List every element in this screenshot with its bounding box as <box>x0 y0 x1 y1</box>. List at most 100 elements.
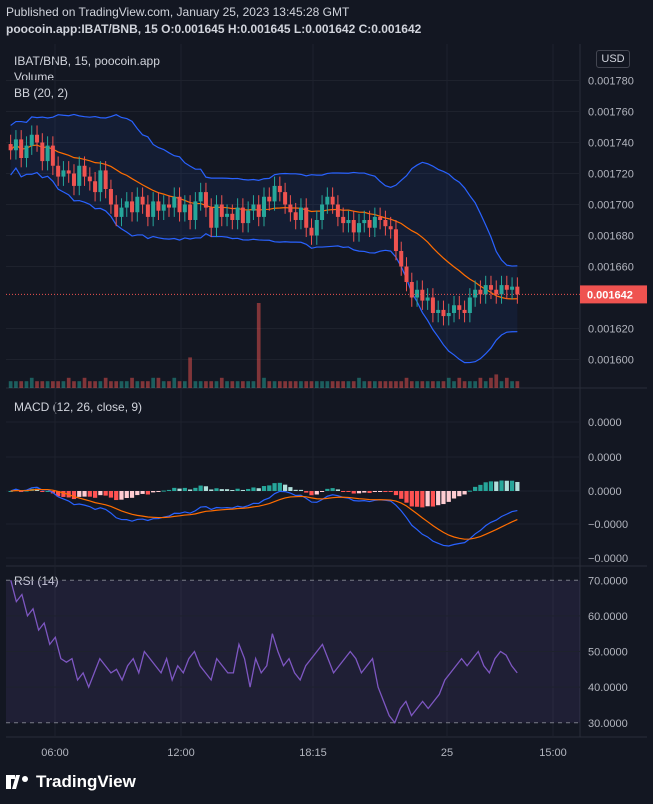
candle-body <box>346 220 351 224</box>
candle-body <box>473 289 478 298</box>
macd-histogram-bar <box>451 491 457 499</box>
macd-histogram-bar <box>473 486 478 491</box>
candle-body <box>325 196 330 205</box>
macd-histogram-bar <box>61 491 66 497</box>
macd-histogram-bar <box>156 491 161 492</box>
volume-bar <box>378 381 382 388</box>
candle-body <box>29 134 34 146</box>
candle-body <box>393 229 398 251</box>
ohlc-readout: poocoin.app:IBAT/BNB, 15 O:0.001645 H:0.… <box>6 22 422 36</box>
macd-histogram-bar <box>367 491 372 493</box>
volume-bar <box>372 381 377 388</box>
candle-body <box>488 285 493 290</box>
macd-histogram-bar <box>378 491 383 492</box>
macd-histogram-bar <box>193 487 198 491</box>
volume-bar <box>8 381 13 388</box>
rsi-tick-label: 60.0000 <box>588 611 628 623</box>
volume-bar <box>93 381 97 388</box>
volume-bar <box>193 381 198 388</box>
candle-body <box>56 165 61 177</box>
candle-body <box>230 213 235 220</box>
macd-histogram-bar <box>509 480 515 491</box>
macd-tick-label: 0.0000 <box>588 417 622 429</box>
candle-body <box>50 145 55 166</box>
volume-bar <box>309 381 314 388</box>
volume-bar <box>277 381 282 388</box>
price-tick-label: 0.001720 <box>588 169 634 181</box>
volume-bar <box>304 381 309 388</box>
candle-body <box>272 185 277 202</box>
macd-histogram-bar <box>71 491 77 500</box>
macd-histogram-bar <box>325 488 330 491</box>
candle-body <box>188 204 193 220</box>
candle-body <box>330 196 335 205</box>
candle-body <box>415 289 420 298</box>
volume-bar <box>510 381 514 388</box>
volume-bar <box>40 381 45 388</box>
candle-body <box>446 313 451 317</box>
rsi-tick-label: 50.0000 <box>588 647 628 659</box>
macd-histogram-bar <box>330 488 335 491</box>
last-price-label: 0.001642 <box>587 289 633 301</box>
volume-bar <box>336 381 340 388</box>
macd-histogram-bar <box>103 491 108 496</box>
candle-body <box>314 220 319 236</box>
macd-histogram-bar <box>404 491 409 503</box>
volume-bar <box>267 381 272 388</box>
candle-body <box>24 145 29 158</box>
volume-bar <box>362 381 367 388</box>
macd-histogram-bar <box>341 491 346 492</box>
currency-button[interactable]: USD <box>596 50 630 68</box>
volume-bar <box>283 381 287 388</box>
candle-body <box>93 181 98 193</box>
macd-histogram-bar <box>298 489 304 491</box>
rsi-line <box>10 580 518 725</box>
macd-histogram-bar <box>119 491 124 500</box>
macd-histogram-bar <box>256 488 261 491</box>
volume-bar <box>77 381 82 388</box>
macd-histogram-bar <box>488 481 494 491</box>
macd-tick-label: 0.0000 <box>588 452 622 464</box>
candle-body <box>156 201 161 211</box>
volume-bar <box>504 377 509 388</box>
macd-histogram-bar <box>283 484 288 491</box>
macd-histogram-bar <box>177 488 182 491</box>
candle-body <box>441 309 446 317</box>
candle-body <box>499 285 504 295</box>
candle-body <box>362 220 367 224</box>
macd-histogram-bar <box>414 491 420 507</box>
candle-body <box>478 289 483 295</box>
macd-histogram-bar <box>240 489 245 491</box>
volume-bar <box>431 381 435 388</box>
time-tick-label: 06:00 <box>41 747 69 759</box>
macd-histogram-bar <box>87 491 92 497</box>
candle-body <box>219 204 224 217</box>
volume-bar <box>135 381 140 388</box>
price-tick-label: 0.001780 <box>588 76 634 88</box>
macd-histogram-bar <box>203 486 209 491</box>
macd-histogram-bar <box>399 491 404 499</box>
macd-histogram-bar <box>129 491 135 498</box>
macd-histogram-bar <box>335 489 341 491</box>
candle-body <box>462 309 467 313</box>
macd-histogram-bar <box>314 491 319 495</box>
volume-bar <box>182 381 187 388</box>
tradingview-logo[interactable]: TradingView <box>6 772 136 792</box>
macd-histogram-bar <box>436 491 441 506</box>
volume-bar <box>172 377 177 388</box>
volume-bar <box>314 381 319 388</box>
volume-bar <box>489 377 493 388</box>
volume-bar <box>367 381 372 388</box>
candle-body <box>452 305 457 313</box>
bb-upper-line <box>10 113 518 267</box>
macd-histogram-bar <box>504 480 509 491</box>
macd-histogram-bar <box>372 491 377 492</box>
volume-bar <box>14 381 18 388</box>
candle-body <box>114 204 119 217</box>
macd-histogram-bar <box>288 487 293 491</box>
candle-body <box>399 251 404 267</box>
last-price-badge <box>580 285 647 304</box>
macd-histogram-bar <box>383 491 388 492</box>
macd-histogram-bar <box>182 487 187 491</box>
